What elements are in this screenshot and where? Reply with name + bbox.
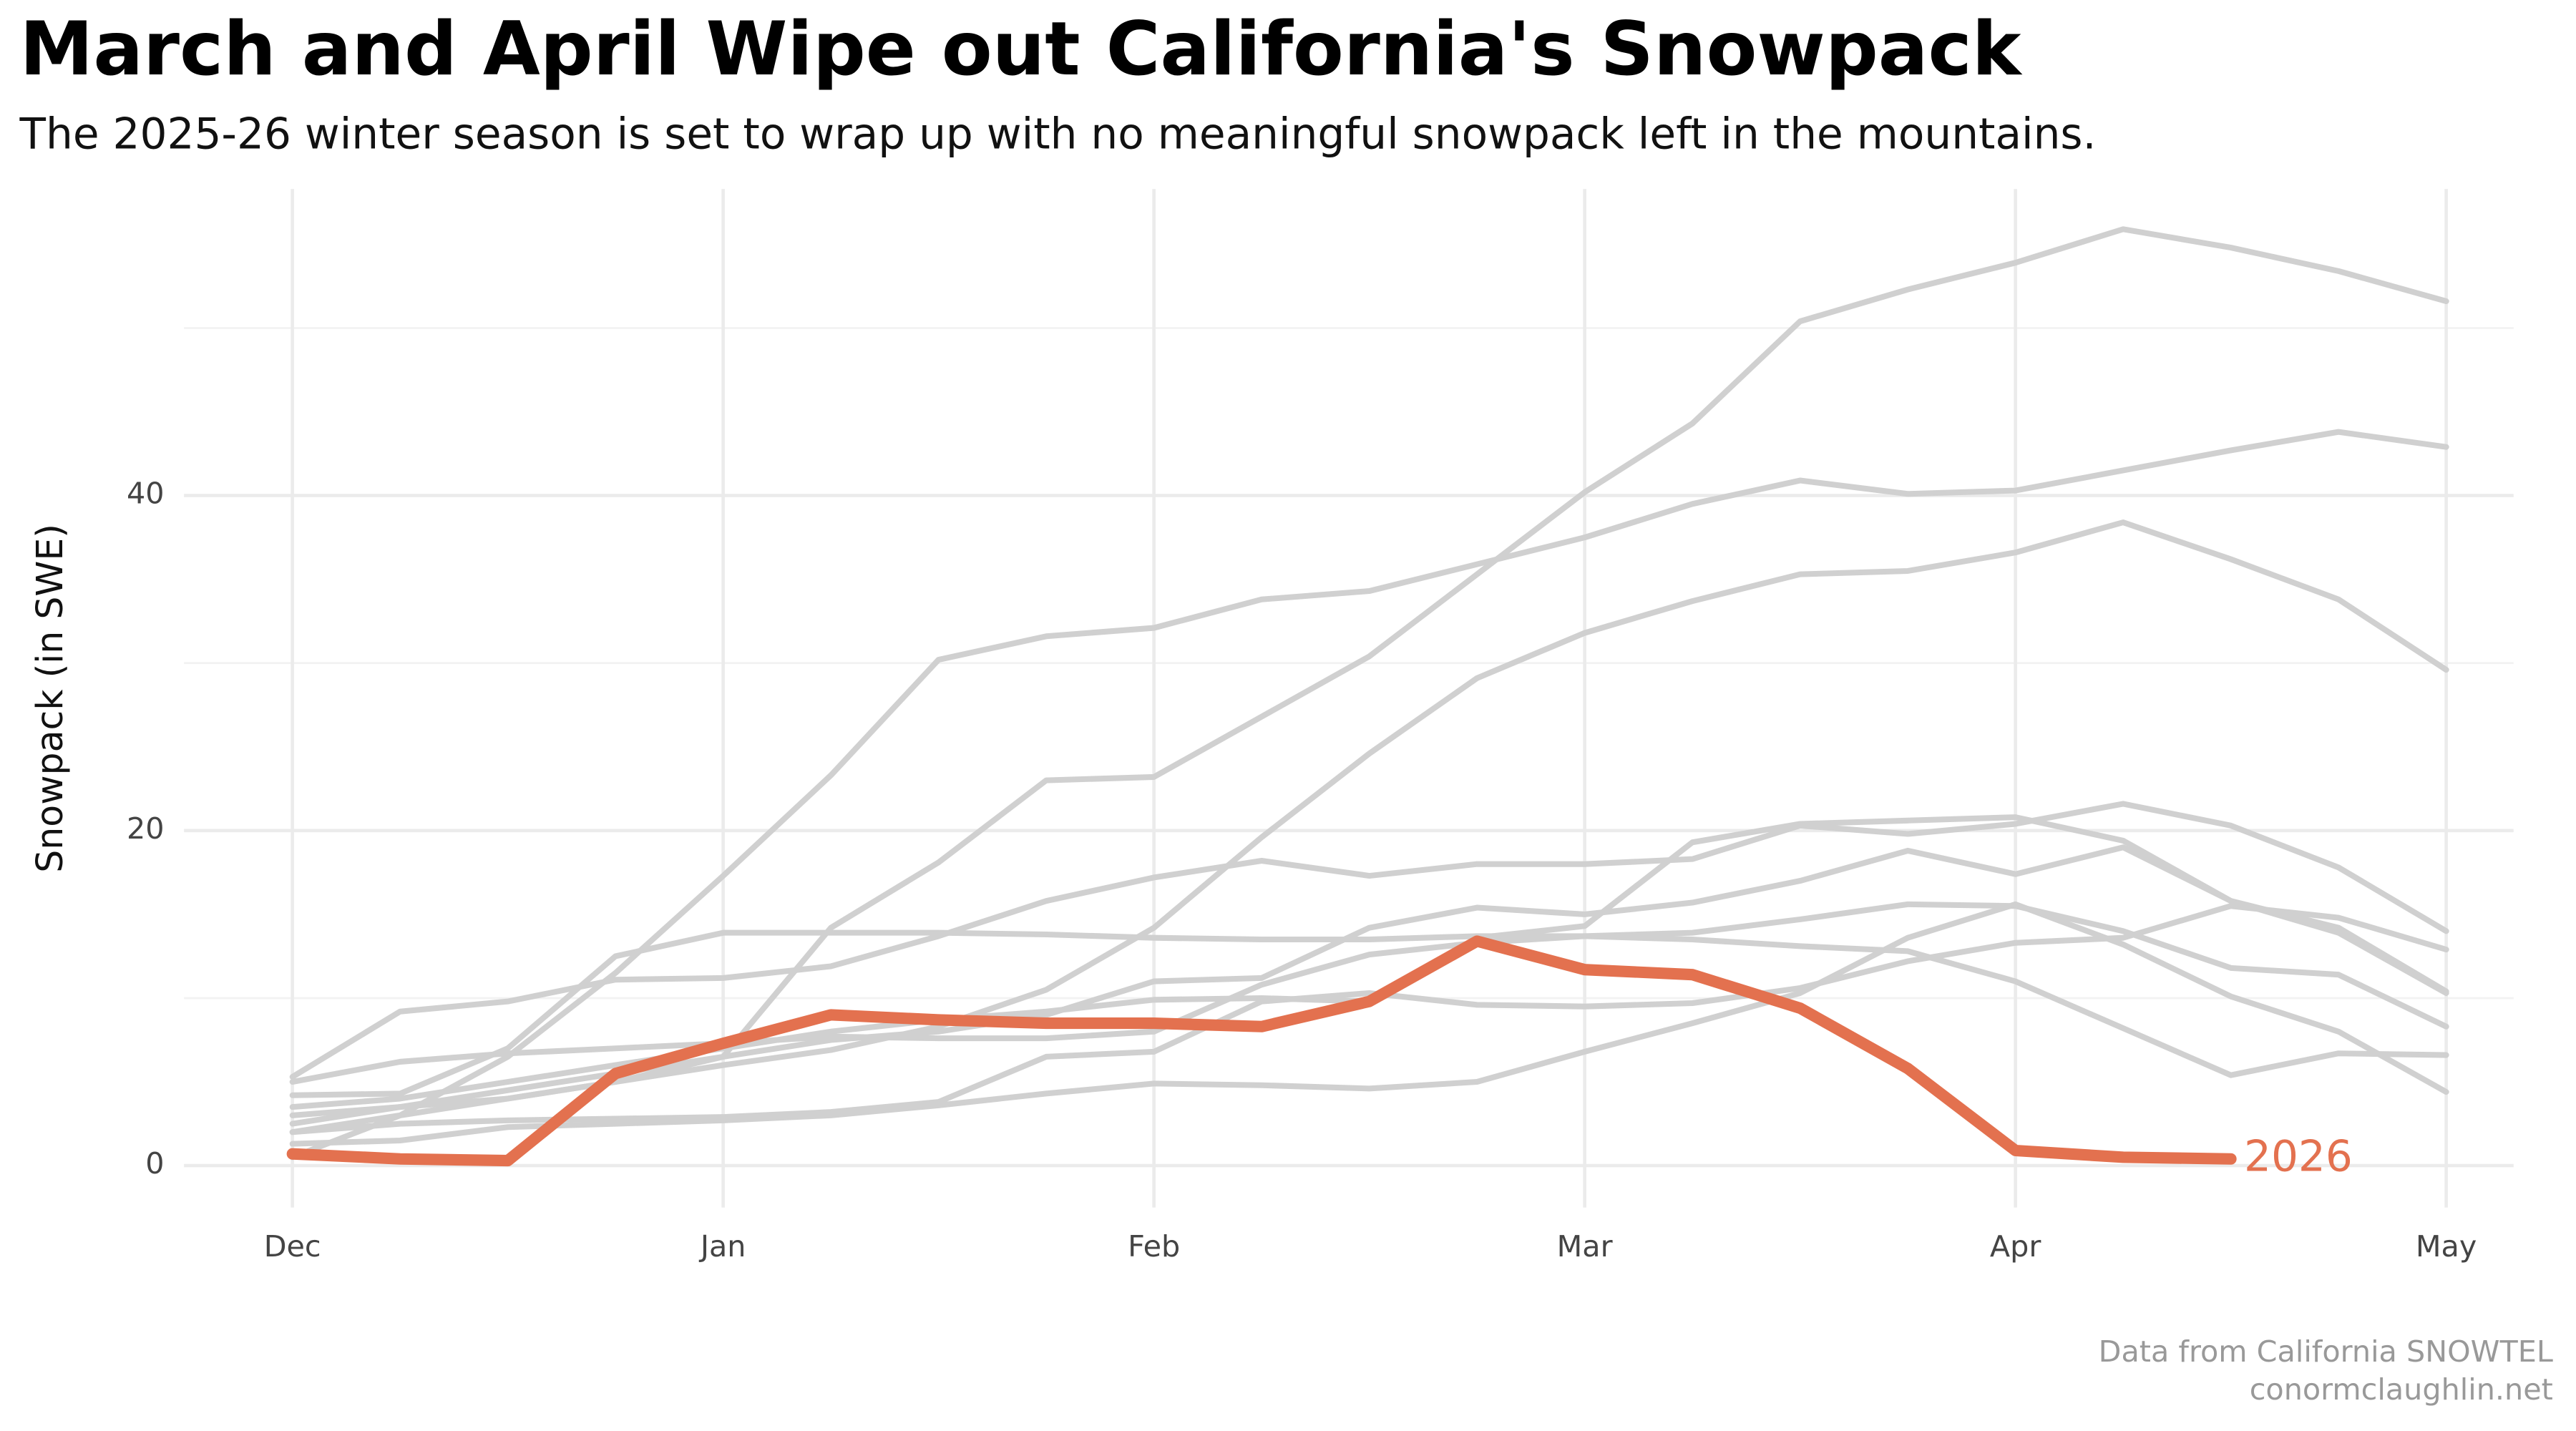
line xyxy=(289,929,2449,1098)
caption: conormclaughlin.net xyxy=(2250,1372,2553,1407)
x-tick-label: Mar xyxy=(1557,1229,1613,1264)
x-tick-label: Jan xyxy=(698,1229,746,1264)
y-tick-label: 20 xyxy=(127,811,165,846)
series-label: 2026 xyxy=(2244,1132,2353,1181)
x-tick-label: Feb xyxy=(1128,1229,1180,1264)
line xyxy=(289,429,2449,1161)
line xyxy=(289,801,2449,1080)
x-tick-label: Dec xyxy=(264,1229,321,1264)
line xyxy=(289,844,2449,1118)
x-tick-label: Apr xyxy=(1990,1229,2041,1264)
highlight-line xyxy=(286,935,2237,1167)
line xyxy=(289,901,2449,1147)
chart-subtitle: The 2025-26 winter season is set to wrap… xyxy=(19,109,2097,159)
y-tick-label: 0 xyxy=(145,1146,164,1181)
y-axis-label: Snowpack (in SWE) xyxy=(29,524,71,873)
chart-title: March and April Wipe out California's Sn… xyxy=(20,6,2023,92)
caption: Data from California SNOWTEL xyxy=(2099,1334,2553,1369)
y-tick-label: 40 xyxy=(127,477,165,511)
line xyxy=(289,903,2449,1135)
line xyxy=(289,901,2449,1085)
x-tick-label: May xyxy=(2416,1229,2477,1264)
